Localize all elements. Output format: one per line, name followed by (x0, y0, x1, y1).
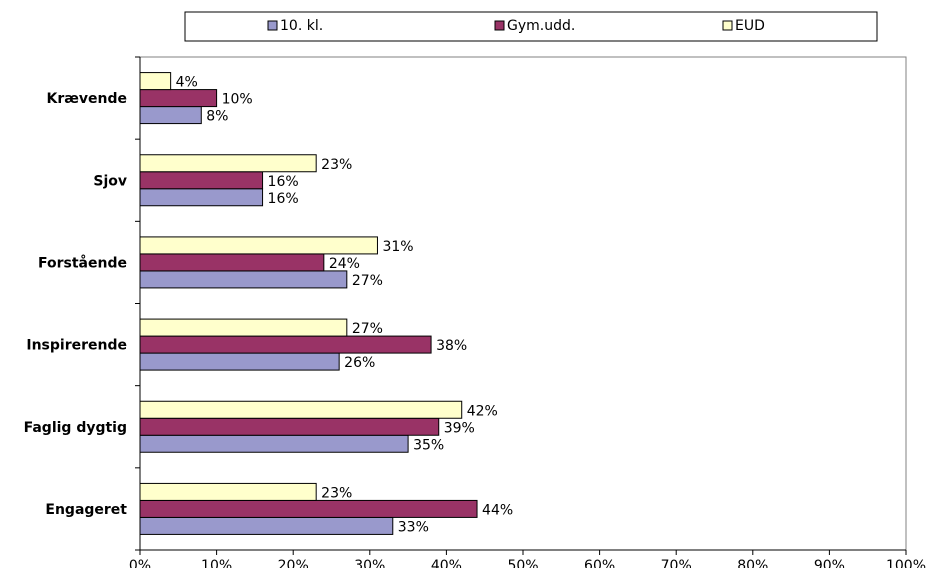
data-label-inspirerende-10-kl: 26% (344, 355, 375, 371)
category-label-faglig-dygtig: Faglig dygtig (24, 420, 127, 436)
category-label-sjov: Sjov (93, 173, 127, 189)
category-label-kraevende: Krævende (46, 91, 127, 107)
category-label-forstaende: Forstående (38, 254, 127, 271)
data-label-sjov-gym-udd: 16% (268, 174, 299, 190)
x-tick-label-90: 90% (814, 558, 845, 568)
data-label-kraevende-10-kl: 8% (206, 109, 228, 125)
data-label-sjov-10-kl: 16% (268, 191, 299, 207)
bar-kraevende-eud (139, 72, 172, 91)
legend-swatch-eud (722, 20, 733, 31)
x-tick-label-60: 60% (584, 558, 615, 568)
bar-forstaende-gym-udd (139, 253, 325, 272)
bar-engageret-eud (139, 482, 317, 501)
plot-area: 0% 10% 20% 30% 40% 50% 60% 70% 80% 90% 100% Krævend… (24, 56, 926, 568)
bar-inspirerende-eud (139, 318, 348, 337)
data-label-faglig-dygtig-gym-udd: 39% (444, 420, 475, 436)
legend-box (184, 11, 878, 42)
legend-label-eud: EUD (735, 18, 765, 34)
bar-forstaende-eud (139, 236, 378, 255)
data-label-kraevende-eud: 4% (176, 75, 198, 91)
legend-swatch-gym-udd (494, 20, 505, 31)
x-tick-label-40: 40% (431, 558, 462, 568)
data-label-engageret-eud: 23% (321, 485, 352, 501)
bar-inspirerende-10-kl (139, 352, 340, 371)
x-tick-label-30: 30% (354, 558, 385, 568)
x-tick-label-10: 10% (201, 558, 232, 568)
category-label-inspirerende: Inspirerende (26, 338, 127, 354)
legend-swatch-10-kl (267, 20, 278, 31)
bar-sjov-eud (139, 154, 317, 173)
data-label-engageret-gym-udd: 44% (482, 502, 513, 518)
bar-kraevende-10-kl (139, 106, 202, 125)
data-label-engageret-10-kl: 33% (398, 519, 429, 535)
bar-sjov-10-kl (139, 188, 264, 207)
bar-kraevende-gym-udd (139, 89, 218, 108)
legend-label-gym-udd: Gym.udd. (507, 18, 575, 34)
data-label-forstaende-eud: 31% (382, 239, 413, 255)
data-label-inspirerende-eud: 27% (352, 321, 383, 337)
legend-label-10-kl: 10. kl. (280, 18, 323, 34)
bar-inspirerende-gym-udd (139, 335, 432, 354)
x-tick-label-80: 80% (737, 558, 768, 568)
data-label-forstaende-10-kl: 27% (352, 273, 383, 289)
legend: 10. kl. Gym.udd. EUD (184, 11, 878, 42)
bar-faglig-dygtig-gym-udd (139, 417, 440, 436)
data-label-kraevende-gym-udd: 10% (222, 92, 253, 108)
bar-faglig-dygtig-10-kl (139, 434, 409, 453)
data-label-forstaende-gym-udd: 24% (329, 256, 360, 272)
x-tick-label-20: 20% (278, 558, 309, 568)
data-label-sjov-eud: 23% (321, 157, 352, 173)
bar-forstaende-10-kl (139, 270, 348, 289)
plot-frame (139, 56, 907, 551)
bar-sjov-gym-udd (139, 171, 264, 190)
x-tick-label-70: 70% (661, 558, 692, 568)
bar-engageret-10-kl (139, 516, 394, 535)
data-label-faglig-dygtig-10-kl: 35% (413, 437, 444, 453)
category-label-engageret: Engageret (45, 502, 127, 518)
bar-faglig-dygtig-eud (139, 400, 463, 419)
x-tick-label-50: 50% (507, 558, 538, 568)
data-label-faglig-dygtig-eud: 42% (467, 403, 498, 419)
x-tick-label-100: 100% (886, 558, 926, 568)
x-tick-label-0: 0% (129, 558, 151, 568)
data-label-inspirerende-gym-udd: 38% (436, 338, 467, 354)
bar-engageret-gym-udd (139, 499, 478, 518)
